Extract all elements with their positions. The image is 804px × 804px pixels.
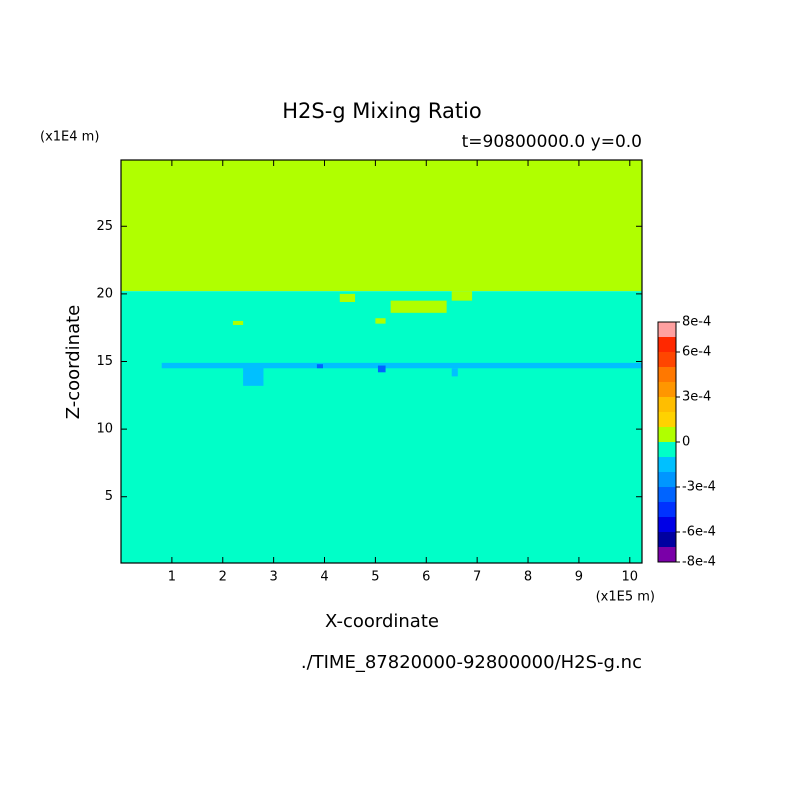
x-tick-label: 7 [473, 570, 481, 585]
colorbar-tick-label: 3e-4 [682, 390, 711, 405]
x-axis-label: X-coordinate [325, 611, 439, 632]
colorbar-tick-label: -3e-4 [682, 480, 716, 495]
y-tick-label: 25 [96, 219, 113, 234]
source-label: ./TIME_87820000-92800000/H2S-g.nc [301, 652, 642, 673]
contour-field [121, 160, 642, 563]
colorbar-band [658, 322, 676, 337]
x-tick-label: 1 [168, 570, 176, 585]
colorbar-band [658, 547, 676, 562]
colorbar-band [658, 442, 676, 457]
colorbar-band [658, 517, 676, 532]
colorbar-tick-label: -6e-4 [682, 525, 716, 540]
colorbar-tick-label: 0 [682, 435, 690, 450]
colorbar-band [658, 427, 676, 442]
colorbar-band [658, 487, 676, 502]
x-tick-label: 4 [320, 570, 328, 585]
contour-region [121, 291, 642, 563]
contour-region [451, 291, 473, 301]
contour-region [339, 293, 356, 302]
colorbar-band [658, 472, 676, 487]
contour-region [232, 320, 244, 325]
y-unit: (x1E4 m) [40, 130, 99, 145]
colorbar-tick-label: -8e-4 [682, 555, 716, 570]
colorbar-band [658, 457, 676, 472]
contour-region [377, 365, 386, 373]
x-tick-label: 5 [371, 570, 379, 585]
colorbar-band [658, 397, 676, 412]
y-tick-label: 5 [105, 489, 113, 504]
colorbar-tick-label: 8e-4 [682, 315, 711, 330]
chart-subtitle: t=90800000.0 y=0.0 [462, 132, 642, 152]
x-tick-label: 2 [219, 570, 227, 585]
contour-region [121, 160, 642, 292]
y-tick-label: 10 [96, 422, 113, 437]
contour-region [375, 318, 386, 324]
x-tick-label: 8 [524, 570, 532, 585]
y-axis-label: Z-coordinate [63, 305, 84, 420]
contour-region [161, 362, 642, 369]
x-tick-label: 3 [269, 570, 277, 585]
x-tick-label: 10 [622, 570, 639, 585]
contour-region [390, 300, 447, 313]
x-unit: (x1E5 m) [596, 590, 655, 605]
contour-region [243, 364, 264, 386]
colorbar-tick-label: 6e-4 [682, 345, 711, 360]
contour-region [316, 364, 323, 369]
chart-title: H2S-g Mixing Ratio [282, 99, 482, 123]
colorbar-band [658, 337, 676, 352]
x-tick-label: 6 [422, 570, 430, 585]
colorbar-band [658, 382, 676, 397]
y-tick-label: 15 [96, 354, 113, 369]
colorbar-band [658, 502, 676, 517]
y-tick-label: 20 [96, 286, 113, 301]
colorbar-band [658, 412, 676, 427]
x-tick-label: 9 [575, 570, 583, 585]
colorbar-band [658, 532, 676, 547]
colorbar-band [658, 367, 676, 382]
colorbar-band [658, 352, 676, 367]
contour-region [451, 368, 458, 377]
